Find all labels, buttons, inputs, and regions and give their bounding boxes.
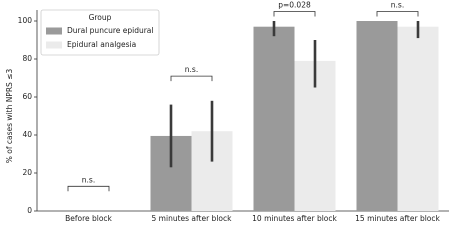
- x-tick-label: 5 minutes after block: [152, 214, 233, 223]
- significance-label: n.s.: [82, 175, 95, 184]
- bar: [356, 21, 398, 211]
- y-tick-label: 80: [22, 54, 32, 63]
- legend-title: Group: [89, 13, 112, 22]
- y-tick-label: 20: [22, 168, 32, 177]
- legend-label: Epidural analgesia: [67, 40, 136, 49]
- x-tick-label: 15 minutes after block: [355, 214, 440, 223]
- y-tick-label: 100: [18, 16, 33, 25]
- significance-label: n.s.: [185, 65, 198, 74]
- legend-box: [40, 9, 160, 56]
- bar: [253, 26, 295, 212]
- legend-swatch: [46, 27, 62, 35]
- significance-bracket: [67, 185, 110, 192]
- significance-bracket: [273, 11, 316, 17]
- bar: [397, 26, 439, 212]
- legend-swatch: [46, 41, 62, 49]
- significance-label: p=0.028: [278, 1, 311, 10]
- significance-bracket: [376, 11, 419, 17]
- x-tick-label: Before block: [65, 214, 112, 223]
- significance-bracket: [170, 75, 213, 82]
- x-tick-label: 10 minutes after block: [252, 214, 337, 223]
- legend-label: Dural puncure epidural: [67, 26, 153, 35]
- significance-label: n.s.: [391, 1, 404, 10]
- chart: % of cases with NPRS ≤3 0 20 40 60 80 100 Befo…: [5, 1, 449, 223]
- y-tick-label: 60: [22, 92, 32, 101]
- y-tick-label: 40: [22, 130, 32, 139]
- y-axis-label: % of cases with NPRS ≤3: [5, 69, 14, 164]
- y-tick-label: 0: [27, 206, 32, 215]
